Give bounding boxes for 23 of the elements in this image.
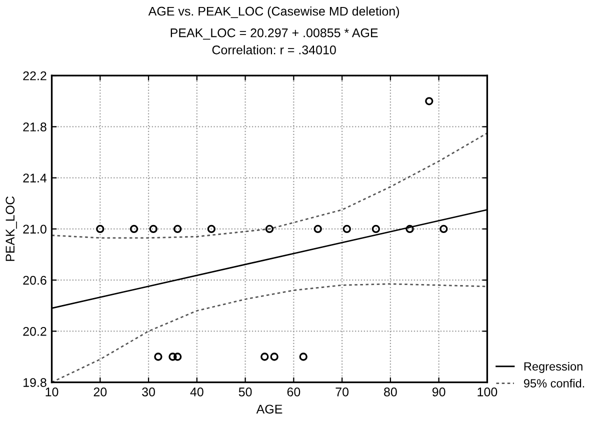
x-tick-label: 30: [142, 388, 155, 396]
x-axis-title: AGE: [256, 404, 282, 414]
y-tick-label: 21.0: [23, 224, 46, 234]
x-tick-label: 90: [432, 388, 446, 396]
y-tick-label: 22.2: [23, 71, 46, 80]
y-tick-label: 19.8: [24, 378, 46, 387]
x-tick-label: 50: [238, 388, 252, 396]
y-tick-label: 20.6: [23, 276, 46, 285]
chart-subtitle: PEAK_LOC = 20.297 + .00855 * AGE Correlation: r = .34010: [170, 28, 378, 54]
x-tick-label: 20: [94, 388, 107, 396]
y-tick-label: 21.8: [23, 122, 46, 132]
x-tick-label: 40: [190, 388, 204, 396]
x-tick-label: 70: [336, 388, 349, 396]
y-axis-title: PEAK_LOC: [6, 196, 17, 261]
x-tick-label: 80: [384, 388, 397, 396]
legend-label: 95% confid.: [524, 378, 584, 388]
chart-title: AGE vs. PEAK_LOC (Casewise MD deletion): [148, 6, 400, 18]
x-tick-label: 60: [287, 388, 300, 396]
x-tick-label: 10: [46, 388, 58, 396]
x-tick-label: 100: [478, 388, 498, 396]
legend-label: Regression: [524, 362, 582, 373]
y-tick-label: 21.4: [23, 174, 47, 182]
y-tick-label: 20.2: [23, 327, 46, 336]
